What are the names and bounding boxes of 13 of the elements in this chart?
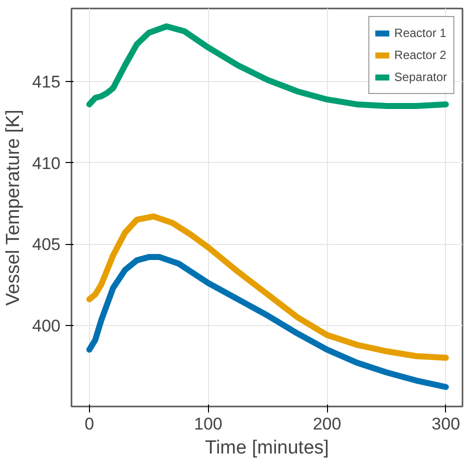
legend-label: Reactor 2 xyxy=(394,48,446,62)
x-tick-label: 300 xyxy=(432,414,460,434)
y-tick-label: 415 xyxy=(32,72,61,92)
x-tick-label: 100 xyxy=(194,414,222,434)
x-axis-title: Time [minutes] xyxy=(205,438,329,458)
x-tick-label: 200 xyxy=(312,414,342,434)
legend-label: Reactor 1 xyxy=(394,26,446,40)
y-tick-label: 410 xyxy=(32,154,61,173)
y-tick-label: 400 xyxy=(32,316,61,336)
x-tick-label: 0 xyxy=(84,414,94,434)
legend-label: Separator xyxy=(394,70,447,84)
y-axis-title: Vessel Temperature [K] xyxy=(3,110,24,306)
y-tick-label: 405 xyxy=(32,235,61,254)
